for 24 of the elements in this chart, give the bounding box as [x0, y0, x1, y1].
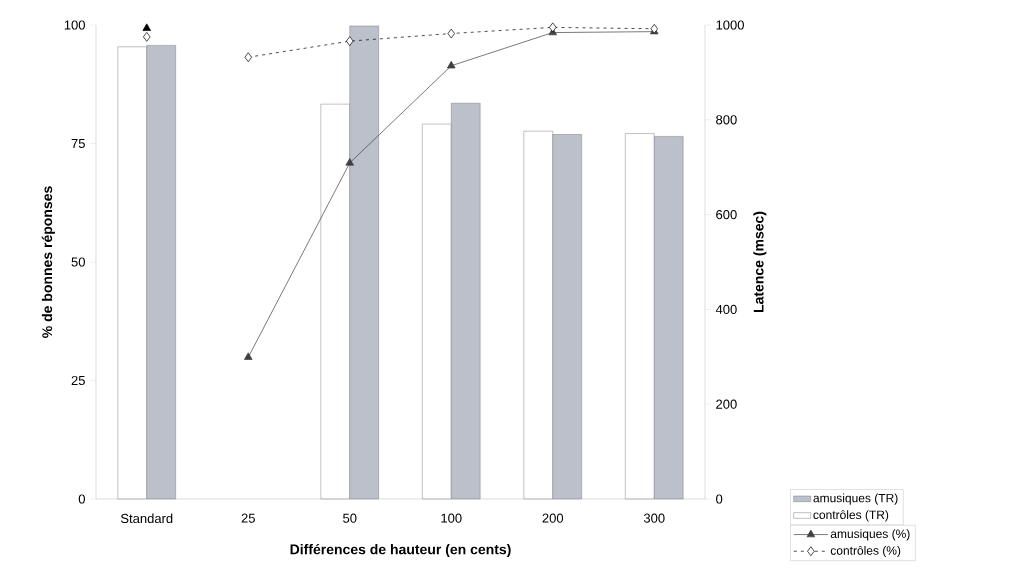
legend-label: contrôles (TR) — [813, 510, 889, 522]
y2-tick-label: 800 — [716, 115, 737, 125]
x-axis-title: Différences de hauteur (en cents) — [290, 543, 511, 558]
x-tick-label: 200 — [542, 513, 564, 523]
y-tick-label: 50 — [71, 257, 85, 267]
legend-label: amusiques (%) — [830, 529, 910, 541]
x-tick-label: 25 — [241, 513, 255, 523]
y2-tick-label: 200 — [716, 399, 737, 409]
y-tick-label: 0 — [78, 494, 85, 504]
y-axis-title: % de bonnes réponses — [41, 186, 55, 338]
legend-label: amusiques (TR) — [813, 493, 898, 505]
x-tick-label: 50 — [343, 513, 357, 523]
y-tick-label: 25 — [71, 375, 85, 386]
y2-tick-label: 0 — [716, 494, 723, 504]
y2-tick-label: 400 — [715, 304, 737, 314]
y2-axis-title: Latence (msec) — [753, 211, 767, 313]
y2-tick-label: 600 — [716, 209, 737, 220]
y-tick-label: 75 — [71, 138, 85, 149]
legend-label: contrôles (%) — [830, 545, 901, 558]
y2-tick-label: 1000 — [716, 20, 744, 30]
x-tick-label: Standard — [120, 513, 173, 524]
x-tick-label: 300 — [643, 513, 665, 523]
x-tick-label: 100 — [441, 513, 462, 523]
y-tick-label: 100 — [64, 20, 85, 30]
